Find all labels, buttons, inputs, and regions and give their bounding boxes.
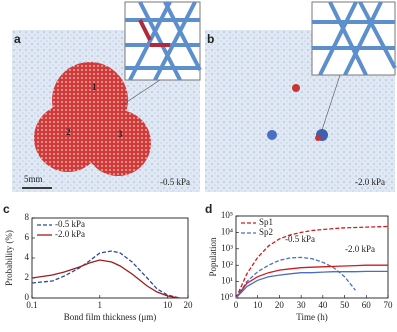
y-tick-label: 10⁴ [221,226,233,236]
cluster [85,110,151,176]
x-tick-label: 70 [384,300,394,310]
y-tick-label: 4 [25,252,30,262]
pressure: -0.5 kPa [160,177,190,187]
marker: 2 [66,127,71,137]
cluster [292,84,300,92]
x-tick-label: 30 [297,300,307,310]
y-tick-label: 10⁰ [220,292,233,302]
x-tick-label: 10 [163,300,173,310]
annotation: -2.0 kPa [345,244,375,254]
y-tick-label: 10⁵ [221,210,233,220]
pressure: -2.0 kPa [355,177,385,187]
x-tick-label: 20 [184,300,194,310]
cluster [267,130,277,140]
leader [121,79,161,106]
legend-label: Sp2 [259,227,273,237]
panel-label: c [3,202,10,216]
x-tick-label: 60 [362,300,372,310]
x-tick-label: 0.1 [26,300,37,310]
x-axis-label: Time (h) [296,312,327,322]
series-line [235,270,388,299]
panel-label: d [205,202,212,216]
y-tick-label: 10³ [221,243,233,253]
panel-label: b [207,32,214,46]
plot-frame [235,215,389,299]
annotation: -0.5 kPa [285,234,315,244]
y-tick-label: 8 [25,212,30,222]
cluster [315,135,321,141]
legend-label: Sp1 [259,217,273,227]
panel-b: b -2.0 kPa [205,1,397,192]
lattice-red [138,19,170,47]
marker: 3 [118,129,123,139]
x-tick-label: 10 [253,300,263,310]
y-tick-label: 6 [25,232,30,242]
x-tick-label: 1 [98,300,103,310]
x-tick-label: 0 [234,300,239,310]
lattice [312,1,397,76]
y-tick-label: 10¹ [221,276,233,286]
x-tick-label: 20 [275,300,285,310]
y-axis-label: Probability (%) [4,230,14,286]
scale-label: 5mm [24,174,43,184]
marker: 1 [92,82,97,92]
x-tick-label: 40 [318,300,328,310]
y-tick-label: 0 [25,292,30,302]
x-axis-label: Bond film thickness (μm) [64,312,157,322]
y-tick-label: 2 [25,272,30,282]
legend-label: -2.0 kPa [55,229,85,239]
series-line [235,264,388,299]
y-tick-label: 10² [221,259,233,269]
panel-a: a 1 2 3 5mm -0.5 kPa [12,1,202,192]
series-line [235,256,356,299]
series-line [31,259,180,299]
leader [321,74,341,131]
legend-label: -0.5 kPa [55,219,85,229]
series-line [31,250,180,299]
series-line [235,225,389,299]
cluster [34,104,102,172]
y-axis-label: Population [208,237,218,277]
x-tick-label: 50 [340,300,350,310]
panel-label: a [14,32,21,46]
